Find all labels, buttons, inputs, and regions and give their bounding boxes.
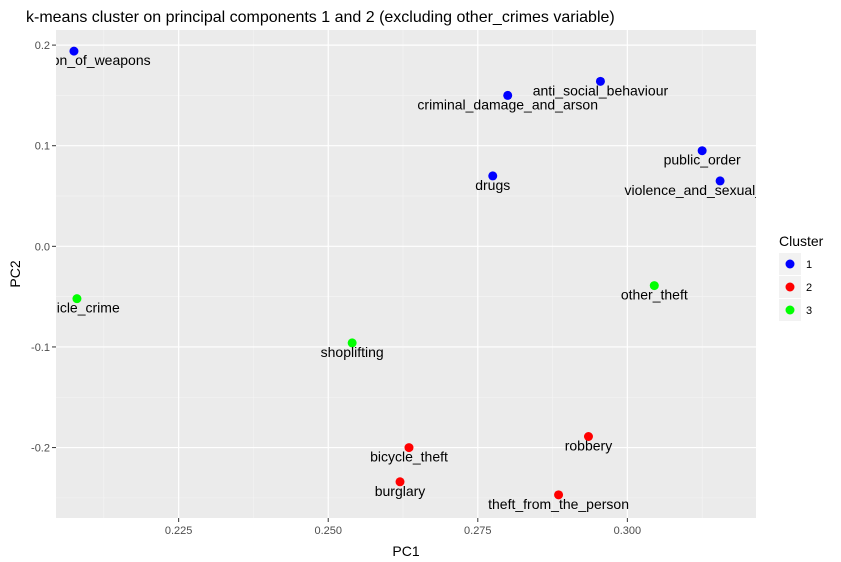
point-label: shoplifting xyxy=(321,344,384,360)
data-point xyxy=(395,477,405,487)
data-point xyxy=(583,431,593,441)
legend-title: Cluster xyxy=(779,233,824,249)
point-label: anti_social_behaviour xyxy=(533,82,669,98)
chart-title: k-means cluster on principal components … xyxy=(26,9,615,26)
point-label: possession_of_weapons xyxy=(0,52,151,68)
legend: Cluster 1 2 3 xyxy=(779,233,824,321)
data-point xyxy=(69,46,79,56)
x-axis-title: PC1 xyxy=(392,543,419,559)
point-label: vehicle_crime xyxy=(34,300,120,316)
y-tick-label: 0.2 xyxy=(35,40,50,52)
y-tick-label: 0.0 xyxy=(35,241,50,253)
points-layer xyxy=(69,46,725,500)
data-point xyxy=(347,338,357,348)
data-point xyxy=(697,146,707,156)
x-axis-ticks: 0.225 0.250 0.275 0.300 xyxy=(165,518,641,537)
point-label: other_theft xyxy=(621,287,688,303)
data-point xyxy=(72,294,82,304)
legend-key-2 xyxy=(785,282,795,292)
y-axis-ticks: 0.2 0.1 0.0 -0.1 -0.2 xyxy=(31,40,56,455)
point-label: robbery xyxy=(565,437,612,453)
legend-label: 1 xyxy=(806,259,812,271)
y-tick-label: 0.1 xyxy=(35,141,50,153)
grid xyxy=(56,30,756,518)
data-point xyxy=(503,90,513,100)
point-label: criminal_damage_and_arson xyxy=(417,96,598,112)
data-point xyxy=(715,176,725,186)
legend-label: 3 xyxy=(806,305,812,317)
data-point xyxy=(595,76,605,86)
point-label: drugs xyxy=(475,177,510,193)
point-label: theft_from_the_person xyxy=(488,496,629,512)
x-tick-label: 0.225 xyxy=(165,525,193,537)
data-point xyxy=(404,443,414,453)
data-point xyxy=(649,281,659,291)
point-label: bicycle_theft xyxy=(370,449,448,465)
x-tick-label: 0.250 xyxy=(314,525,342,537)
plot-panel xyxy=(56,30,756,518)
x-tick-label: 0.300 xyxy=(614,525,642,537)
point-label: public_order xyxy=(664,152,741,168)
legend-key-1 xyxy=(785,259,795,269)
x-tick-label: 0.275 xyxy=(464,525,492,537)
data-point xyxy=(488,171,498,181)
data-point xyxy=(554,490,564,500)
point-label: violence_and_sexual_offences xyxy=(624,182,815,198)
point-labels-layer: possession_of_weapons anti_social_behavio… xyxy=(0,52,815,512)
y-tick-label: -0.1 xyxy=(31,342,50,354)
y-axis-title: PC2 xyxy=(7,260,23,287)
y-tick-label: -0.2 xyxy=(31,443,50,455)
legend-label: 2 xyxy=(806,282,812,294)
legend-key-3 xyxy=(785,305,795,315)
point-label: burglary xyxy=(375,483,426,499)
